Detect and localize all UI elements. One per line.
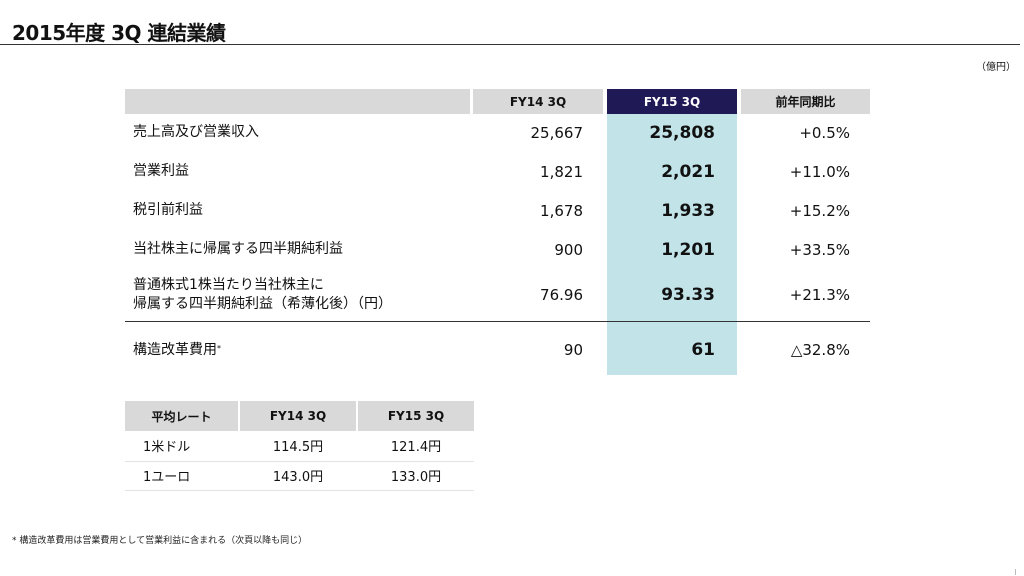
row-label: 構造改革費用 * — [133, 330, 221, 370]
table-divider — [125, 321, 870, 322]
header-yoy: 前年同期比 — [741, 89, 870, 114]
row-label-line: 帰属する四半期純利益（希薄化後）（円） — [133, 296, 392, 312]
row-label: 売上高及び営業収入 — [133, 124, 259, 140]
yoy-value: +0.5% — [799, 123, 850, 142]
rate-row-divider — [125, 490, 474, 491]
footnote: * 構造改革費用は営業費用として営業利益に含まれる（次頁以降も同じ） — [12, 536, 308, 546]
title-underline — [0, 44, 1020, 45]
page-title: 2015年度 3Q 連結業績 — [12, 21, 226, 45]
table-row: 売上高及び営業収入 25,667 25,808 +0.5% — [125, 114, 870, 151]
table-row: 構造改革費用 * 90 61 △32.8% — [125, 330, 870, 370]
fy14-value: 1,821 — [540, 162, 583, 181]
row-label: 営業利益 — [133, 163, 189, 179]
row-label: 普通株式1株当たり当社株主に 帰属する四半期純利益（希薄化後）（円） — [133, 271, 392, 319]
rate-row: 1米ドル 114.5円 121.4円 — [125, 431, 474, 460]
rate-fy15: 121.4円 — [390, 440, 442, 455]
yoy-value: △32.8% — [790, 341, 850, 359]
fy15-value: 93.33 — [661, 285, 715, 305]
yoy-value: +33.5% — [789, 240, 850, 259]
header-fy14: FY14 3Q — [473, 89, 603, 114]
yoy-value: +21.3% — [789, 286, 850, 304]
rate-header-label: 平均レート — [125, 401, 238, 431]
fy15-value: 25,808 — [649, 122, 715, 143]
rate-fy15: 133.0円 — [390, 470, 442, 485]
table-row: 税引前利益 1,678 1,933 +15.2% — [125, 192, 870, 229]
rate-fy14: 114.5円 — [272, 440, 324, 455]
row-label-text: 構造改革費用 — [133, 341, 217, 358]
rate-fy14: 143.0円 — [272, 470, 324, 485]
row-label: 当社株主に帰属する四半期純利益 — [133, 241, 343, 257]
row-label: 税引前利益 — [133, 202, 203, 218]
header-label-cell — [125, 89, 470, 114]
fy15-value: 1,933 — [661, 200, 715, 221]
header-fy15: FY15 3Q — [607, 89, 737, 114]
fy15-value: 1,201 — [661, 239, 715, 260]
table-row: 当社株主に帰属する四半期純利益 900 1,201 +33.5% — [125, 231, 870, 268]
table-row: 普通株式1株当たり当社株主に 帰属する四半期純利益（希薄化後）（円） 76.96… — [125, 271, 870, 319]
fy14-value: 1,678 — [540, 201, 583, 220]
corner-mark — [1015, 569, 1016, 575]
currency-label: 1ユーロ — [143, 470, 191, 485]
fy14-value: 25,667 — [530, 123, 584, 142]
fy14-value: 900 — [554, 240, 583, 259]
footnote-marker: * — [217, 343, 221, 353]
rate-header-fy15: FY15 3Q — [358, 401, 474, 431]
currency-label: 1米ドル — [143, 440, 191, 455]
table-row: 営業利益 1,821 2,021 +11.0% — [125, 153, 870, 190]
fy15-value: 2,021 — [661, 161, 715, 182]
rate-row: 1ユーロ 143.0円 133.0円 — [125, 461, 474, 490]
yoy-value: +15.2% — [789, 201, 850, 220]
fy14-value: 76.96 — [540, 286, 583, 304]
fy14-value: 90 — [563, 341, 583, 359]
rate-row-divider — [125, 461, 474, 462]
rate-header-fy14: FY14 3Q — [240, 401, 356, 431]
row-label-line: 普通株式1株当たり当社株主に — [133, 277, 324, 293]
yoy-value: +11.0% — [789, 162, 850, 181]
unit-label: （億円） — [976, 62, 1016, 73]
fy15-value: 61 — [691, 340, 715, 360]
fy15-column-highlight — [607, 114, 737, 375]
